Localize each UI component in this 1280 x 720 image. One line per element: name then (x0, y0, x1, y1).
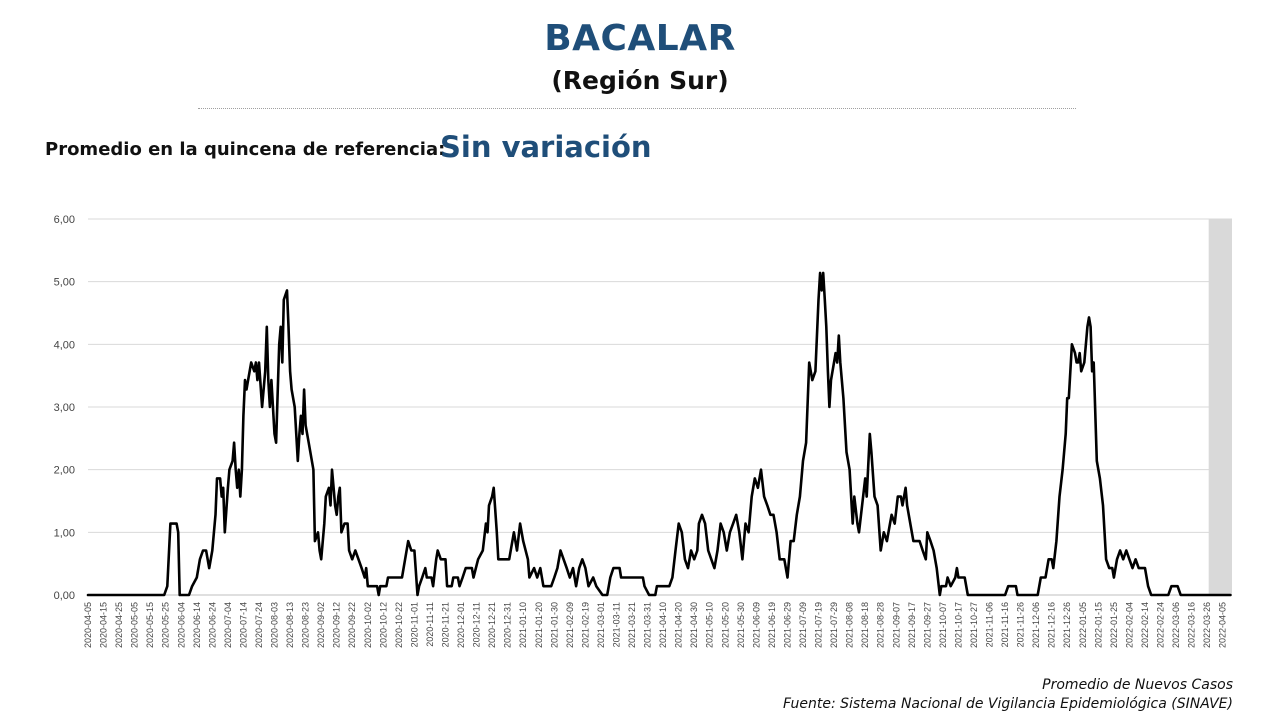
title-divider (198, 108, 1076, 109)
x-tick-label: 2022-01-15 (1093, 602, 1103, 648)
x-tick-label: 2022-02-14 (1140, 602, 1150, 648)
x-tick-label: 2021-01-10 (518, 602, 528, 648)
x-tick-label: 2021-08-08 (845, 602, 855, 648)
x-tick-label: 2021-04-20 (674, 602, 684, 648)
x-tick-label: 2021-07-09 (798, 602, 808, 648)
x-tick-label: 2021-08-28 (876, 602, 886, 648)
x-tick-label: 2021-09-27 (922, 602, 932, 648)
reference-value: Sin variación (440, 130, 652, 164)
x-tick-label: 2021-06-19 (767, 602, 777, 648)
x-tick-label: 2021-02-19 (580, 602, 590, 648)
x-tick-label: 2021-08-18 (860, 602, 870, 648)
x-tick-label: 2020-08-13 (285, 602, 295, 648)
x-tick-label: 2020-04-25 (114, 602, 124, 648)
y-tick-label: 3,00 (54, 402, 75, 414)
x-tick-label: 2021-11-16 (1000, 602, 1010, 647)
x-tick-label: 2022-04-05 (1218, 602, 1228, 648)
x-tick-label: 2020-11-01 (409, 602, 419, 647)
x-tick-label: 2021-10-07 (938, 602, 948, 648)
x-tick-label: 2020-12-31 (503, 602, 513, 648)
x-tick-label: 2021-11-06 (985, 602, 995, 647)
x-tick-label: 2021-03-31 (643, 602, 653, 648)
x-tick-label: 2022-03-16 (1187, 602, 1197, 648)
x-tick-label: 2020-09-02 (316, 602, 326, 648)
series-layer (86, 271, 1232, 597)
source-note: Fuente: Sistema Nacional de Vigilancia E… (783, 696, 1233, 712)
y-tick-label: 4,00 (54, 339, 75, 351)
y-tick-label: 6,00 (54, 214, 75, 226)
x-tick-label: 2020-12-21 (487, 602, 497, 648)
x-tick-label: 2020-12-01 (456, 602, 466, 648)
x-tick-label: 2020-07-14 (238, 602, 248, 648)
x-tick-label: 2021-04-30 (689, 602, 699, 648)
x-axis-ticks: 2020-04-05 2020-04-15 2020-04-25 2020-05-05… (83, 602, 1228, 648)
x-tick-label: 2020-05-05 (130, 602, 140, 648)
x-tick-label: 2022-01-25 (1109, 602, 1119, 648)
x-tick-label: 2022-03-26 (1202, 602, 1212, 648)
x-tick-label: 2021-06-29 (782, 602, 792, 648)
x-tick-label: 2020-08-23 (301, 602, 311, 648)
x-tick-label: 2021-11-26 (1016, 602, 1026, 647)
x-tick-label: 2021-07-19 (814, 602, 824, 648)
y-axis-ticks: 0,00 1,00 2,00 3,00 4,00 5,00 6,00 (54, 214, 75, 602)
x-tick-label: 2020-06-14 (192, 602, 202, 648)
x-tick-label: 2021-01-20 (534, 602, 544, 648)
x-tick-label: 2020-10-12 (378, 602, 388, 648)
x-tick-label: 2021-12-06 (1031, 602, 1041, 648)
x-tick-label: 2020-10-02 (363, 602, 373, 648)
x-tick-label: 2021-10-27 (969, 602, 979, 648)
page-subtitle: (Región Sur) (551, 66, 729, 95)
x-tick-label: 2021-06-09 (751, 602, 761, 648)
x-tick-label: 2021-05-30 (736, 602, 746, 648)
legend-series-label: Promedio de Nuevos Casos (1042, 677, 1233, 693)
gridlines (88, 218, 1232, 596)
x-tick-label: 2021-02-09 (565, 602, 575, 648)
x-tick-label: 2022-01-05 (1078, 602, 1088, 648)
x-tick-label: 2020-06-04 (176, 602, 186, 648)
x-tick-label: 2021-05-20 (720, 602, 730, 648)
y-tick-label: 2,00 (54, 465, 75, 477)
x-tick-label: 2020-07-04 (223, 602, 233, 648)
x-tick-label: 2021-12-26 (1062, 602, 1072, 648)
x-tick-label: 2021-07-29 (829, 602, 839, 648)
x-tick-label: 2020-11-11 (425, 602, 435, 647)
x-tick-label: 2022-03-06 (1171, 602, 1181, 648)
y-tick-label: 1,00 (54, 527, 75, 539)
x-tick-label: 2020-05-15 (145, 602, 155, 648)
x-tick-label: 2021-03-21 (627, 602, 637, 648)
x-tick-label: 2020-05-25 (161, 602, 171, 648)
x-tick-label: 2022-02-04 (1124, 602, 1134, 648)
x-tick-label: 2020-08-03 (270, 602, 280, 648)
x-tick-label: 2020-06-24 (207, 602, 217, 648)
series-line-promedio-nuevos-casos (86, 271, 1232, 597)
x-tick-label: 2021-01-30 (549, 602, 559, 648)
x-tick-label: 2020-04-15 (99, 602, 109, 648)
x-tick-label: 2020-04-05 (83, 602, 93, 648)
reference-label: Promedio en la quincena de referencia: (45, 139, 446, 160)
x-tick-label: 2020-10-22 (394, 602, 404, 648)
x-tick-label: 2021-04-10 (658, 602, 668, 648)
x-tick-label: 2021-03-01 (596, 602, 606, 648)
y-tick-label: 5,00 (54, 277, 75, 289)
x-tick-label: 2021-05-10 (705, 602, 715, 648)
x-tick-label: 2020-09-22 (347, 602, 357, 648)
x-tick-label: 2021-09-17 (907, 602, 917, 648)
x-tick-label: 2022-02-24 (1156, 602, 1166, 648)
x-tick-label: 2020-11-21 (441, 602, 451, 647)
x-tick-label: 2020-07-24 (254, 602, 264, 648)
x-tick-label: 2021-10-17 (953, 602, 963, 648)
x-tick-label: 2021-09-07 (891, 602, 901, 648)
y-tick-label: 0,00 (54, 590, 75, 602)
x-tick-label: 2021-03-11 (611, 602, 621, 647)
x-tick-label: 2021-12-16 (1047, 602, 1057, 648)
page-title: BACALAR (544, 18, 736, 59)
x-tick-label: 2020-12-11 (472, 602, 482, 647)
x-tick-label: 2020-09-12 (332, 602, 342, 648)
